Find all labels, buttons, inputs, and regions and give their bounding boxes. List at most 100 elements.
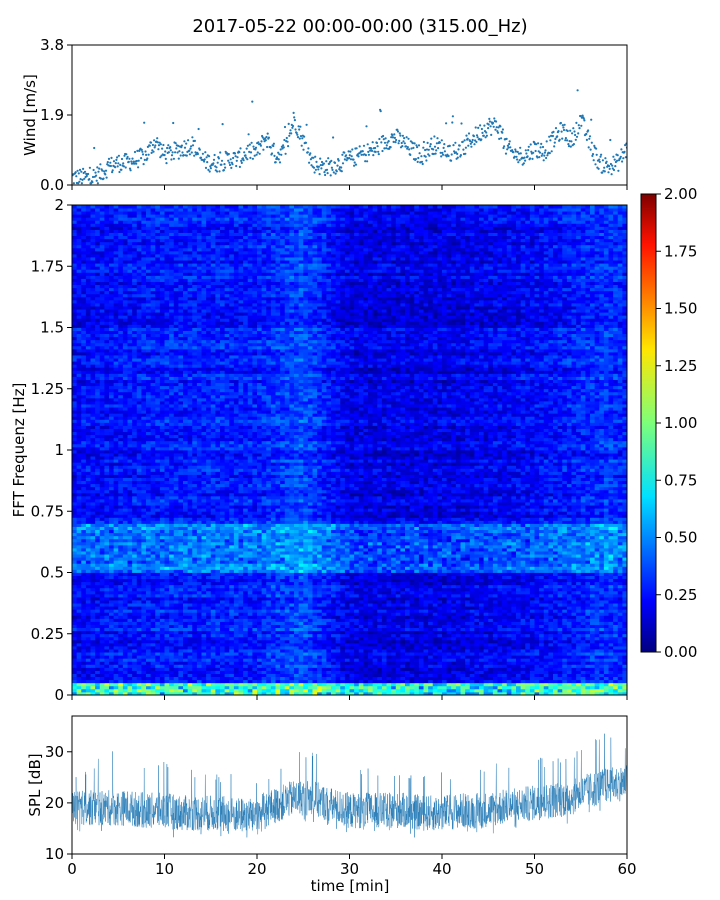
spectrogram-cell [280,597,285,600]
spectrogram-cell [234,609,239,612]
spectrogram-cell [470,628,475,631]
spectrogram-cell [114,634,119,637]
spectrogram-cell [609,646,614,649]
spectrogram-cell [539,640,544,643]
spectrogram-cell [109,631,114,634]
spectrogram-cell [525,637,530,640]
spectrogram-cell [373,664,378,667]
wind-point [97,182,99,184]
spectrogram-cell [428,622,433,625]
spectrogram-cell [419,661,424,664]
spectrogram-cell [326,594,331,597]
spectrogram-cell [155,618,160,621]
spectrogram-cell [599,683,604,686]
spectrogram-cell [572,661,577,664]
spectrogram-cell [465,631,470,634]
spectrogram-cell [535,655,540,658]
spectrogram-cell [326,643,331,646]
wind-point [566,139,568,141]
spectrogram-cell [585,606,590,609]
wind-point [146,157,148,159]
spectrogram-cell [239,606,244,609]
spectrogram-cell [521,646,526,649]
wind-point [457,157,459,159]
spectrogram-cell [345,646,350,649]
spectrogram-cell [206,634,211,637]
spectrogram-cell [155,612,160,615]
spectrogram-cell [604,643,609,646]
spectrogram-cell [289,671,294,674]
spectrogram-cell [239,640,244,643]
spectrogram-cell [442,615,447,618]
spectrogram-cell [535,686,540,689]
spectrogram-cell [276,643,281,646]
spectrogram-cell [451,600,456,603]
spectrogram-cell [340,646,345,649]
spectrogram-cell [132,671,137,674]
spectrogram-cell [576,646,581,649]
spectrogram-cell [252,686,257,689]
spectrogram-cell [498,597,503,600]
spectrogram-cell [576,591,581,594]
spectrogram-cell [86,667,91,670]
spectrogram-cell [396,667,401,670]
spectrogram-cell [405,640,410,643]
spectrogram-cell [95,600,100,603]
spectrogram-cell [437,646,442,649]
spectrogram-cell [581,658,586,661]
spectrogram-cell [613,618,618,621]
spectrogram-cell [308,609,313,612]
spectrogram-cell [100,628,105,631]
spectrogram-cell [100,591,105,594]
spectrogram-cell [188,661,193,664]
spectrogram-cell [234,625,239,628]
spectrogram-cell [470,671,475,674]
spectrogram-cell [530,612,535,615]
spectrogram-cell [548,686,553,689]
spectrogram-cell [558,664,563,667]
spectrogram-cell [562,640,567,643]
spectrogram-cell [192,643,197,646]
spectrogram-cell [137,625,142,628]
spectrogram-cell [91,686,96,689]
spectrogram-cell [146,615,151,618]
spectrogram-cell [225,606,230,609]
spectrogram-cell [456,637,461,640]
wind-point [116,156,118,158]
spectrogram-cell [86,658,91,661]
wind-point [440,155,442,157]
spectrogram-cell [183,686,188,689]
spectrogram-cell [141,597,146,600]
wind-point [78,181,80,183]
spectrogram-cell [391,615,396,618]
spectrogram-cell [502,600,507,603]
spectrogram-cell [525,615,530,618]
spectrogram-cell [498,615,503,618]
spectrogram-cell [141,618,146,621]
spectrogram-cell [86,646,91,649]
spectrogram-cell [86,603,91,606]
spectrogram-cell [308,637,313,640]
wind-point [613,169,615,171]
spectrogram-cell [599,680,604,683]
spectrogram-cell [202,609,207,612]
spectrogram-cell [493,646,498,649]
spectrogram-cell [433,603,438,606]
spectrogram-cell [479,603,484,606]
spectrogram-cell [326,652,331,655]
spectrogram-cell [618,643,623,646]
spectrogram-cell [331,600,336,603]
spectrogram-cell [604,667,609,670]
spectrogram-cell [400,631,405,634]
spectrogram-cell [437,615,442,618]
spectrogram-cell [308,612,313,615]
spectrogram-cell [581,609,586,612]
spectrogram-cell [109,680,114,683]
wind-point [296,134,298,136]
spectrogram-cell [285,671,290,674]
spectrogram-cell [382,625,387,628]
spectrogram-cell [248,643,253,646]
spectrogram-cell [220,664,225,667]
spectrogram-cell [521,667,526,670]
spectrogram-cell [530,689,535,692]
